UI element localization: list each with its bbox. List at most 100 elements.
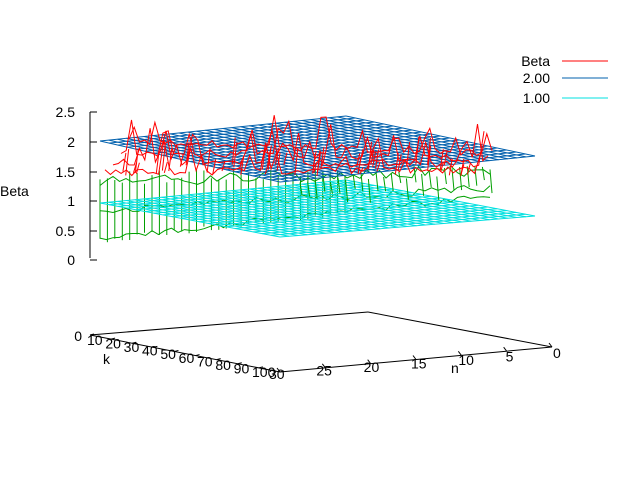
plane-1-grid-line xyxy=(243,208,498,231)
plane-1.00 xyxy=(99,179,536,238)
z-axis-label: Beta xyxy=(0,183,29,199)
beta-mesh-line xyxy=(345,179,349,203)
beta-peak-line xyxy=(261,147,266,170)
beta-mesh-line xyxy=(421,173,425,196)
z-tick-label: 2.5 xyxy=(56,104,76,120)
k-tick-label: 20 xyxy=(105,336,121,352)
beta-peak-line xyxy=(372,151,377,168)
beta-mesh-line xyxy=(489,169,493,194)
beta-peak-line xyxy=(122,152,127,172)
n-tick-label: 25 xyxy=(316,363,332,379)
beta-peak-line xyxy=(233,141,238,168)
n-tick-label: 10 xyxy=(458,352,474,368)
beta-mesh-line xyxy=(337,177,341,194)
plane-1-grid-line xyxy=(126,184,375,209)
beta-peak-line xyxy=(134,148,139,174)
plane-1-grid-line xyxy=(225,204,479,228)
n-tick-mark xyxy=(412,355,417,360)
beta-peak-line xyxy=(313,162,318,173)
beta-peak-line xyxy=(125,149,130,176)
plane-2-grid-line xyxy=(99,115,347,142)
beta-mesh-line xyxy=(474,165,478,186)
beta-peak-line xyxy=(397,154,402,171)
z-tick-label: 1 xyxy=(67,193,75,209)
beta-peak-line xyxy=(155,149,160,174)
plane-1-grid-line xyxy=(252,210,507,233)
floor-right-edge xyxy=(367,311,553,348)
n-axis-label: n xyxy=(451,360,459,376)
k-tick-mark xyxy=(132,341,137,344)
plane-1-grid-line xyxy=(234,206,488,229)
beta-mesh-line xyxy=(481,166,485,181)
beta-peak-line xyxy=(376,161,381,172)
plane-1-grid-line xyxy=(162,192,413,216)
n-tick-label: 0 xyxy=(553,345,561,361)
beta-mesh-line xyxy=(459,167,463,191)
beta-peak-line xyxy=(368,141,372,170)
plane-2-grid-line xyxy=(180,133,432,160)
k-tick-mark xyxy=(216,358,221,361)
beta-peak-line xyxy=(275,147,279,165)
plane-2-grid-line xyxy=(279,155,536,183)
beta-peak-line xyxy=(231,137,236,165)
plane-1-grid-line xyxy=(270,213,526,236)
beta-peak-line xyxy=(406,142,411,167)
beta-mesh-line xyxy=(383,176,387,192)
k-tick-mark xyxy=(89,333,95,336)
k-tick-label: 50 xyxy=(160,346,176,362)
beta-peak-line xyxy=(128,115,493,156)
z-tick-label: 1.5 xyxy=(56,164,76,180)
beta-mesh-line xyxy=(466,166,470,188)
beta-surface-upper-mesh xyxy=(299,165,493,203)
beta-mesh-line xyxy=(360,170,364,192)
k-tick-mark xyxy=(279,370,285,373)
beta-peak-line xyxy=(370,149,375,165)
beta-peak-line xyxy=(427,145,432,171)
plane-1-grid-line xyxy=(216,202,469,226)
plane-2-grid-line xyxy=(117,119,365,146)
beta-peak-line xyxy=(375,149,379,169)
n-tick-mark xyxy=(548,342,553,348)
plane-2-grid-line xyxy=(162,129,413,156)
n-tick-label: 30 xyxy=(269,366,285,382)
beta-peak-line xyxy=(415,137,420,165)
beta-peak-line xyxy=(221,160,226,172)
n-tick-label: 5 xyxy=(506,349,514,365)
beta-peak-line xyxy=(238,161,243,170)
beta-mesh-line xyxy=(329,181,333,194)
plane-1-grid-line xyxy=(261,211,517,235)
plane-2-grid-line xyxy=(270,153,526,181)
beta-mesh-line xyxy=(428,171,432,187)
plane-1-grid-line xyxy=(207,201,460,224)
beta-peak-line xyxy=(320,146,325,169)
plane-1-grid-line xyxy=(180,195,432,219)
n-tick-label: 15 xyxy=(411,356,427,372)
plane-1-grid-line xyxy=(99,179,347,204)
beta-peak-line xyxy=(427,137,431,165)
plane-2-grid-line xyxy=(108,117,356,144)
beta-peak-line xyxy=(161,142,166,171)
n-tick-mark xyxy=(276,367,281,373)
beta-peak-line xyxy=(168,148,173,172)
plane-1-grid-line xyxy=(279,215,536,238)
beta-peak-line xyxy=(359,167,364,175)
beta-mesh-line xyxy=(314,179,318,199)
beta-mesh-line xyxy=(405,178,409,200)
plane-2-grid-line xyxy=(198,137,450,165)
k-tick-mark xyxy=(174,349,179,352)
beta-peak-line xyxy=(135,162,140,174)
beta-peak-line xyxy=(276,152,281,171)
n-tick-mark xyxy=(457,351,462,356)
beta-peak-line xyxy=(240,155,245,175)
beta-surface-peaks xyxy=(104,115,493,177)
plane-1-grid-line xyxy=(189,197,441,221)
beta-mesh-line xyxy=(390,172,394,192)
beta-peak-line xyxy=(448,158,453,176)
beta-peak-line xyxy=(294,147,299,175)
n-tick-label: 20 xyxy=(364,359,380,375)
beta-peak-line xyxy=(206,148,211,173)
legend-label: Beta xyxy=(521,53,550,69)
beta-peak-line xyxy=(440,161,445,173)
